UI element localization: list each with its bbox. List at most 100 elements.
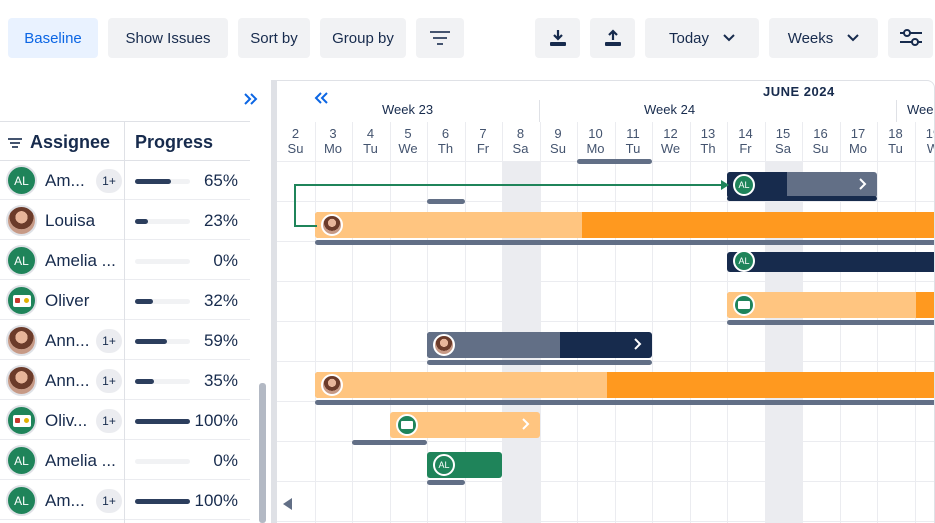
vertical-scrollbar[interactable] (259, 383, 266, 523)
bar-avatar (433, 334, 455, 356)
table-row[interactable]: AL Amelia ... 0% (0, 440, 250, 480)
table-row[interactable]: Louisa 23% (0, 200, 250, 240)
expand-panel-button[interactable] (243, 92, 259, 110)
bar-avatar: AL (433, 454, 455, 476)
progress-bar-fill (135, 299, 153, 304)
day-of-week: Sa (512, 141, 529, 156)
assignee-column-header[interactable]: Assignee (8, 132, 110, 153)
chevron-down-icon (847, 34, 859, 42)
baseline-bar (577, 159, 652, 164)
avatar: AL (6, 445, 37, 476)
avatar (6, 205, 37, 236)
day-of-week: Mo (323, 141, 343, 156)
progress-bar (135, 339, 190, 344)
table-row[interactable]: Oliver 32% (0, 280, 250, 320)
group-by-button[interactable]: Group by (320, 18, 406, 58)
table-row[interactable]: Oliv... 1+ 100% (0, 400, 250, 440)
day-number: 8 (516, 126, 525, 141)
assignee-header-label: Assignee (30, 132, 111, 152)
task-bar[interactable] (727, 252, 934, 272)
baseline-button[interactable]: Baseline (8, 18, 98, 58)
task-bar[interactable] (314, 212, 934, 238)
progress-bar (135, 299, 190, 304)
day-number: 18 (888, 126, 903, 141)
more-assignees-badge[interactable]: 1+ (96, 409, 122, 433)
day-of-week: Tu (363, 141, 378, 156)
panel-splitter[interactable] (271, 80, 277, 523)
day-header: 8 Sa (502, 126, 539, 156)
column-divider (124, 121, 125, 523)
progress-value: 100% (194, 491, 238, 510)
filter-icon (430, 31, 450, 45)
day-of-week: Tu (625, 141, 641, 156)
more-assignees-badge[interactable]: 1+ (96, 329, 122, 353)
day-number: 13 (700, 126, 716, 141)
day-number: 14 (738, 126, 753, 141)
baseline-bar (314, 240, 934, 245)
show-issues-button[interactable]: Show Issues (108, 18, 228, 58)
avatar (6, 285, 37, 316)
progress-bar (135, 459, 190, 464)
day-gridline (614, 122, 616, 523)
settings-button[interactable] (888, 18, 933, 58)
avatar: AL (6, 245, 37, 276)
table-header: Assignee Progress (0, 121, 250, 161)
day-gridline (314, 122, 316, 523)
day-of-week: Fr (739, 141, 752, 156)
baseline-bar (427, 199, 465, 204)
table-row[interactable]: AL Amelia ... 0% (0, 240, 250, 280)
day-header: 15 Sa (765, 126, 802, 156)
task-bar[interactable] (727, 172, 877, 198)
filter-button[interactable] (416, 18, 464, 58)
more-assignees-badge[interactable]: 1+ (96, 169, 122, 193)
more-assignees-badge[interactable]: 1+ (96, 489, 122, 513)
table-row[interactable]: AL Am... 1+ 100% (0, 480, 250, 520)
weeks-label: Weeks (787, 29, 834, 47)
day-header: 17 Mo (840, 126, 877, 156)
chevron-right-icon[interactable] (521, 417, 530, 434)
export-button[interactable] (535, 18, 580, 58)
week-divider (896, 100, 897, 122)
chevron-right-icon[interactable] (859, 177, 867, 194)
more-assignees-badge[interactable]: 1+ (96, 369, 122, 393)
today-dropdown[interactable]: Today (645, 18, 759, 58)
progress-bar-fill (135, 379, 155, 384)
task-bar[interactable] (727, 292, 934, 318)
day-of-week: We (660, 141, 681, 156)
progress-value: 0% (213, 451, 238, 470)
scroll-left-button[interactable] (281, 497, 293, 516)
previous-period-button[interactable] (313, 91, 329, 109)
progress-bar (135, 379, 190, 384)
day-of-week: Mo (586, 141, 605, 156)
day-header: 6 Th (427, 126, 464, 156)
assignee-table: Assignee Progress AL Am... 1+ 65% Louisa 23% A… (0, 80, 258, 523)
table-row[interactable]: AL Am... 1+ 65% (0, 160, 250, 200)
download-icon (549, 30, 566, 46)
task-bar[interactable] (314, 372, 934, 398)
day-number: 19 (925, 126, 934, 141)
progress-bar (135, 259, 190, 264)
baseline-bar (314, 400, 934, 405)
day-of-week: Su (287, 141, 304, 156)
baseline-bar (727, 196, 877, 201)
table-row[interactable]: Ann... 1+ 59% (0, 320, 250, 360)
row-gridline (277, 521, 934, 522)
sort-by-button[interactable]: Sort by (238, 18, 310, 58)
weeks-dropdown[interactable]: Weeks (769, 18, 878, 58)
import-button[interactable] (590, 18, 635, 58)
day-gridline (652, 122, 653, 523)
day-header: 10 Mo (577, 126, 614, 156)
baseline-bar (727, 320, 934, 325)
progress-value: 35% (203, 371, 238, 390)
day-number: 3 (329, 126, 337, 141)
progress-value: 23% (203, 211, 238, 230)
day-number: 9 (554, 126, 562, 141)
chevron-right-icon[interactable] (634, 337, 642, 354)
progress-header-label[interactable]: Progress (135, 132, 214, 152)
assignee-name: Am... (45, 491, 85, 510)
task-bar[interactable] (427, 332, 652, 358)
table-row[interactable]: Ann... 1+ 35% (0, 360, 250, 400)
baseline-bar (427, 480, 465, 485)
progress-bar-fill (135, 499, 190, 504)
row-gridline (277, 201, 934, 202)
